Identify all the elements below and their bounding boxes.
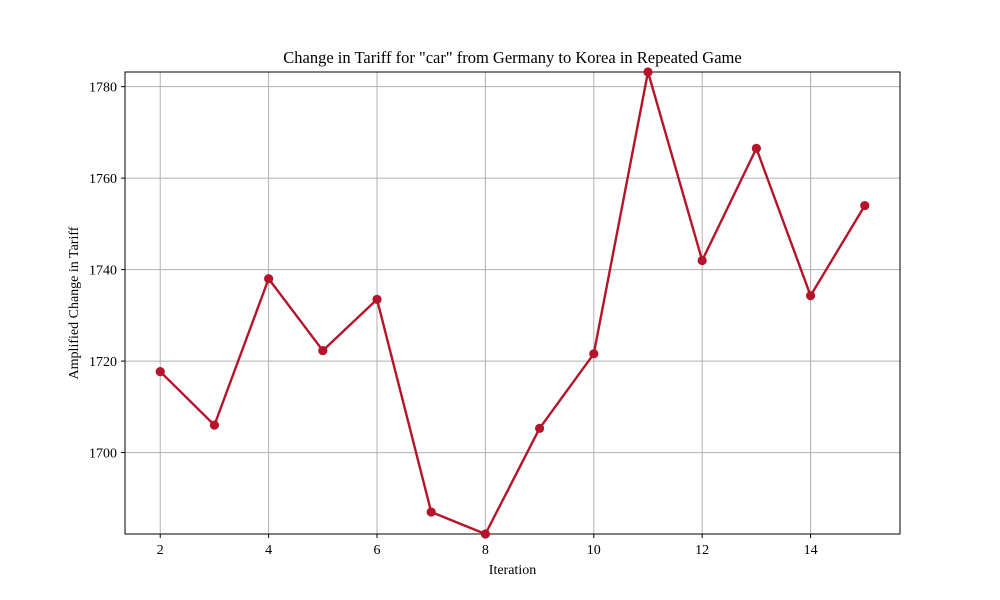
data-point: [209, 420, 220, 430]
data-point: [589, 349, 599, 359]
y-tick-label: 1740: [89, 264, 117, 279]
y-axis-title: Amplified Change in Tariff: [67, 226, 82, 379]
y-tick-label: 1780: [89, 81, 117, 96]
y-tick-label: 1720: [89, 355, 117, 370]
x-tick-label: 6: [374, 543, 381, 558]
data-point: [534, 423, 545, 433]
data-point: [155, 367, 165, 377]
series-layer: [155, 67, 870, 539]
data-point: [860, 200, 870, 211]
plot-area-frame: [124, 71, 901, 535]
x-tick-label: 2: [157, 543, 164, 558]
x-tick-label: 14: [804, 543, 818, 558]
x-axis-title: Iteration: [489, 563, 536, 578]
data-point: [318, 345, 328, 356]
y-axis: 1700 1720 1740 1760 1780: [89, 81, 125, 462]
series-line: [159, 70, 866, 536]
x-tick-label: 8: [482, 543, 489, 558]
data-point: [264, 274, 274, 284]
data-point: [643, 67, 653, 77]
data-point: [697, 255, 707, 266]
x-tick-label: 10: [587, 543, 601, 558]
data-point: [372, 294, 382, 304]
data-point: [480, 529, 491, 539]
x-axis: 2 4 6 8 10 12 14: [157, 534, 818, 558]
y-tick-label: 1760: [89, 172, 117, 187]
x-tick-label: 12: [695, 543, 709, 558]
data-point: [426, 507, 436, 517]
data-point: [805, 291, 816, 301]
data-point: [751, 143, 761, 153]
chart-title: Change in Tariff for "car" from Germany …: [283, 48, 741, 67]
grid-lines: [125, 72, 900, 534]
x-tick-label: 4: [265, 543, 272, 558]
y-tick-label: 1700: [89, 447, 117, 462]
